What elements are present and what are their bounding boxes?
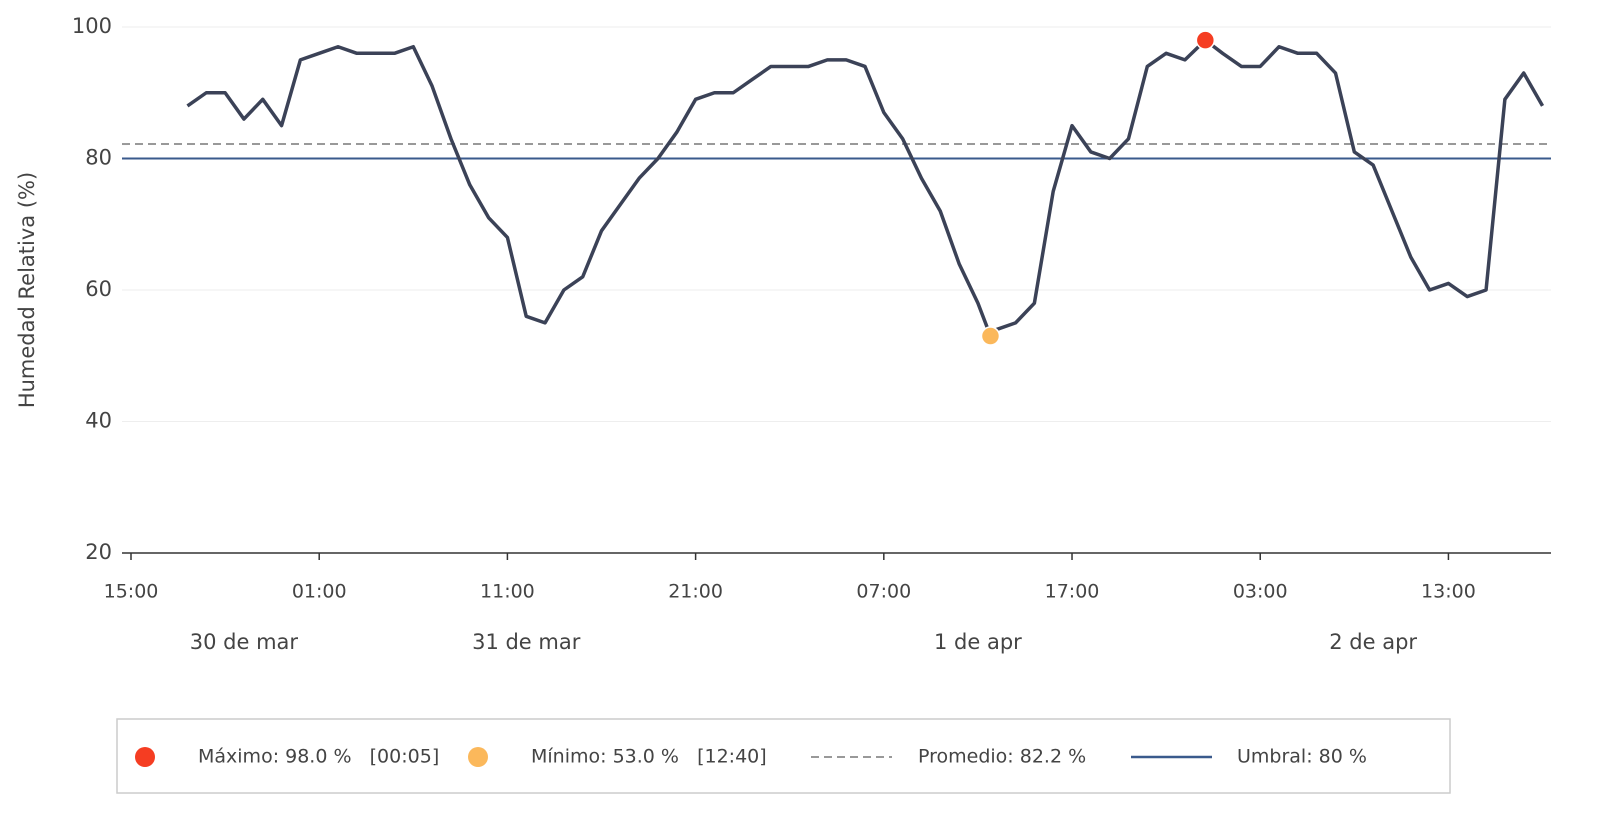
min-marker — [980, 326, 1001, 346]
y-tick-label: 20 — [85, 540, 112, 564]
x-tick-label: 21:00 — [668, 581, 723, 603]
y-tick-label: 100 — [72, 14, 112, 38]
x-tick-label: 03:00 — [1233, 581, 1288, 603]
legend-label: Máximo: 98.0 % [00:05] — [198, 746, 439, 768]
legend-box — [116, 718, 1451, 794]
legend-label: Mínimo: 53.0 % [12:40] — [531, 746, 767, 768]
legend-label: Umbral: 80 % — [1237, 746, 1367, 768]
y-tick-label: 40 — [85, 409, 112, 433]
day-label: 30 de mar — [190, 630, 299, 654]
x-tick-label: 07:00 — [856, 581, 911, 603]
x-tick-label: 01:00 — [292, 581, 347, 603]
y-tick-label: 60 — [85, 277, 112, 301]
series-line — [186, 38, 1545, 338]
y-tick-label: 80 — [85, 146, 112, 170]
legend-label: Promedio: 82.2 % — [918, 746, 1086, 768]
legend-max-marker — [135, 747, 155, 767]
legend-min-marker — [468, 747, 488, 767]
x-tick-label: 17:00 — [1045, 581, 1100, 603]
x-tick-label: 13:00 — [1421, 581, 1476, 603]
x-tick-label: 11:00 — [480, 581, 535, 603]
y-axis-label: Humedad Relativa (%) — [15, 172, 39, 408]
x-tick-label: 15:00 — [104, 581, 159, 603]
day-label: 2 de apr — [1329, 630, 1417, 654]
day-label: 1 de apr — [934, 630, 1022, 654]
max-marker — [1195, 30, 1216, 50]
day-label: 31 de mar — [472, 630, 581, 654]
